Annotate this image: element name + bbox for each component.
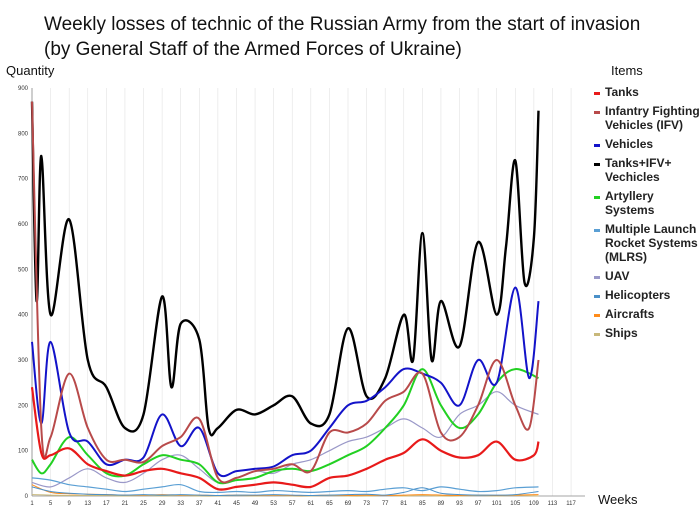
y-tick-label-900: 900 bbox=[18, 86, 29, 92]
legend: Tanks Infantry Fighting Vehicles (IFV) Veh… bbox=[594, 85, 700, 345]
chart-plot: 1 5 9 13 17 21 25 29 33 37 41 45 49 53 57 61 65 69 73 77 81 8… bbox=[18, 86, 585, 507]
x-tick-label-81: 81 bbox=[400, 501, 407, 507]
x-tick-label-13: 13 bbox=[84, 501, 91, 507]
legend-swatch bbox=[594, 229, 600, 232]
x-tick-label-85: 85 bbox=[419, 501, 426, 507]
legend-item-multiple-launch-rocket-systems-mlrs: Multiple Launch Rocket Systems (MLRS) bbox=[594, 222, 700, 264]
x-tick-label-1: 1 bbox=[30, 501, 34, 507]
legend-label: UAV bbox=[605, 269, 630, 283]
legend-label: Tanks bbox=[605, 85, 639, 99]
x-tick-label-25: 25 bbox=[140, 501, 147, 507]
legend-item-helicopters: Helicopters bbox=[594, 288, 700, 302]
legend-item-tanks: Tanks bbox=[594, 85, 700, 99]
legend-swatch bbox=[594, 276, 600, 279]
x-tick-label-21: 21 bbox=[122, 501, 129, 507]
legend-title: Items bbox=[611, 63, 643, 78]
legend-swatch bbox=[594, 314, 600, 317]
y-tick-label-600: 600 bbox=[18, 222, 29, 228]
y-axis-label: Quantity bbox=[6, 63, 55, 78]
x-tick-label-49: 49 bbox=[252, 501, 259, 507]
legend-swatch bbox=[594, 295, 600, 298]
x-tick-label-17: 17 bbox=[103, 501, 110, 507]
legend-swatch bbox=[594, 111, 600, 114]
chart-title-line-2: (by General Staff of the Armed Forces of… bbox=[44, 39, 462, 60]
x-tick-label-73: 73 bbox=[363, 501, 370, 507]
x-tick-label-53: 53 bbox=[270, 501, 277, 507]
x-tick-label-41: 41 bbox=[215, 501, 222, 507]
x-tick-label-45: 45 bbox=[233, 501, 240, 507]
y-tick-label-500: 500 bbox=[18, 267, 29, 273]
legend-item-vehicles: Vehicles bbox=[594, 137, 700, 151]
y-tick-label-300: 300 bbox=[18, 358, 29, 364]
legend-item-infantry-fighting-vehicles-ifv: Infantry Fighting Vehicles (IFV) bbox=[594, 104, 700, 132]
x-tick-label-109: 109 bbox=[529, 501, 540, 507]
x-tick-label-69: 69 bbox=[345, 501, 352, 507]
legend-swatch bbox=[594, 333, 600, 336]
x-tick-label-105: 105 bbox=[510, 501, 521, 507]
legend-swatch bbox=[594, 92, 600, 95]
x-tick-label-57: 57 bbox=[289, 501, 296, 507]
series-line-vehicles bbox=[31, 286, 540, 478]
legend-label: Ships bbox=[605, 326, 638, 340]
x-tick-label-113: 113 bbox=[548, 501, 558, 507]
chart-title-line-1: Weekly losses of technic of the Russian … bbox=[44, 14, 641, 35]
legend-label: Artyllery Systems bbox=[605, 189, 655, 217]
legend-item-ships: Ships bbox=[594, 326, 700, 340]
x-tick-label-101: 101 bbox=[492, 501, 503, 507]
x-tick-label-93: 93 bbox=[456, 501, 463, 507]
legend-swatch bbox=[594, 144, 600, 147]
series-line-multiple-launch-rocket-systems-mlrs bbox=[31, 477, 539, 494]
chart-title: Weekly losses of technic of the Russian … bbox=[44, 12, 640, 62]
series-line-infantry-fighting-vehicles-ifv bbox=[31, 101, 540, 484]
legend-item-aircrafts: Aircrafts bbox=[594, 307, 700, 321]
y-tick-label-200: 200 bbox=[18, 403, 29, 409]
x-tick-label-97: 97 bbox=[475, 501, 482, 507]
x-tick-label-117: 117 bbox=[566, 501, 576, 507]
y-tick-label-400: 400 bbox=[18, 313, 29, 319]
x-tick-label-77: 77 bbox=[382, 501, 389, 507]
legend-label: Multiple Launch Rocket Systems (MLRS) bbox=[605, 222, 698, 264]
y-tick-label-0: 0 bbox=[25, 494, 29, 500]
legend-label: Vehicles bbox=[605, 137, 654, 151]
series-line-tanks-ifv-vechicles bbox=[30, 101, 540, 437]
legend-item-tanks-ifv-vechicles: Tanks+IFV+ Vechicles bbox=[594, 156, 700, 184]
y-tick-label-800: 800 bbox=[18, 131, 29, 137]
x-axis-label: Weeks bbox=[598, 492, 638, 507]
x-tick-label-29: 29 bbox=[159, 501, 166, 507]
legend-item-artyllery-systems: Artyllery Systems bbox=[594, 189, 700, 217]
legend-swatch bbox=[594, 163, 600, 166]
y-tick-label-700: 700 bbox=[18, 177, 29, 183]
series-line-helicopters bbox=[31, 486, 539, 496]
legend-swatch bbox=[594, 196, 600, 199]
legend-item-uav: UAV bbox=[594, 269, 700, 283]
legend-label: Tanks+IFV+ Vechicles bbox=[605, 156, 672, 184]
x-tick-label-33: 33 bbox=[177, 501, 184, 507]
x-tick-label-37: 37 bbox=[196, 501, 203, 507]
x-tick-label-5: 5 bbox=[49, 501, 53, 507]
series-line-tanks bbox=[30, 387, 540, 491]
y-tick-label-100: 100 bbox=[18, 449, 29, 455]
x-tick-label-65: 65 bbox=[326, 501, 333, 507]
legend-label: Aircrafts bbox=[605, 307, 655, 321]
x-tick-label-9: 9 bbox=[68, 501, 72, 507]
x-tick-label-61: 61 bbox=[307, 501, 314, 507]
legend-label: Helicopters bbox=[605, 288, 671, 302]
x-tick-label-89: 89 bbox=[438, 501, 445, 507]
legend-label: Infantry Fighting Vehicles (IFV) bbox=[605, 104, 700, 132]
